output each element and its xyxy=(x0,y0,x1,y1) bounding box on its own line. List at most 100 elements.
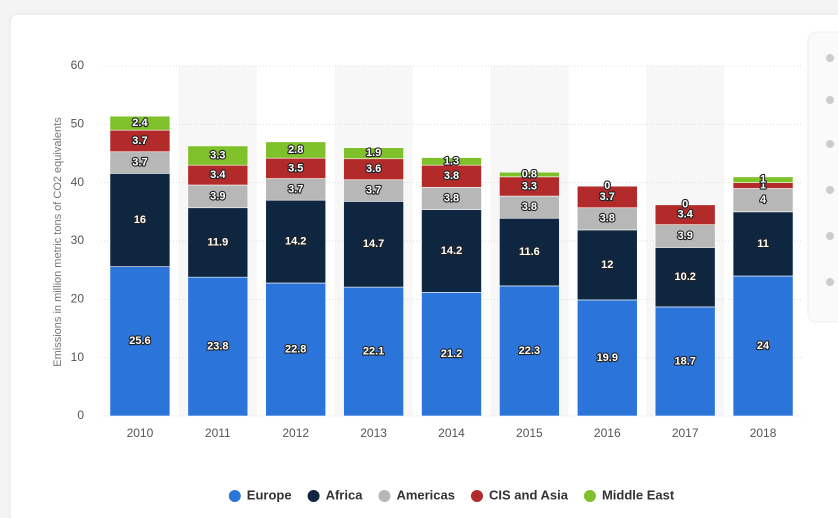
toolbar-bg xyxy=(807,31,838,323)
bar-segment xyxy=(732,176,794,183)
data-label: 10.2 xyxy=(674,271,695,283)
bar-segment xyxy=(732,211,794,277)
legend-label: Europe xyxy=(247,487,292,502)
bar-segment xyxy=(343,201,404,288)
data-label: 16 xyxy=(134,214,146,226)
bar-segment xyxy=(343,286,404,417)
data-label: 2.8 xyxy=(288,144,303,156)
tool-icon[interactable] xyxy=(826,186,834,194)
x-tick-label: 2017 xyxy=(672,426,699,440)
y-tick-label: 0 xyxy=(77,408,84,422)
data-label: 1 xyxy=(760,174,766,186)
data-label: 0 xyxy=(682,199,688,211)
bar-segment xyxy=(654,306,716,417)
bar-segment xyxy=(265,199,327,284)
data-label: 3.5 xyxy=(288,162,303,174)
x-tick-label: 2016 xyxy=(594,426,621,440)
data-label: 0.8 xyxy=(522,168,537,180)
legend-label: Africa xyxy=(326,487,364,502)
data-label: 21.2 xyxy=(441,348,462,360)
data-label: 3.7 xyxy=(366,184,381,196)
legend-marker xyxy=(228,490,241,502)
bar-segment xyxy=(499,217,560,287)
data-label: 12 xyxy=(601,259,613,271)
data-label: 11.6 xyxy=(519,246,540,258)
data-label: 14.7 xyxy=(363,238,384,250)
bar-segment xyxy=(654,204,716,225)
x-tick-label: 2018 xyxy=(750,426,777,440)
y-tick-label: 40 xyxy=(71,175,85,189)
data-label: 11 xyxy=(757,238,769,250)
data-label: 3.3 xyxy=(210,149,225,161)
x-tick-label: 2011 xyxy=(205,426,231,440)
data-label: 3.6 xyxy=(366,163,381,175)
data-label: 25.6 xyxy=(129,335,150,347)
data-label: 24 xyxy=(757,340,770,352)
data-label: 3.7 xyxy=(288,183,303,195)
data-label: 11.9 xyxy=(207,236,228,248)
bar-segment xyxy=(421,209,482,293)
y-tick-label: 20 xyxy=(71,292,85,306)
legend-marker xyxy=(470,490,483,502)
data-label: 1 xyxy=(760,179,766,191)
x-tick-label: 2010 xyxy=(127,426,154,440)
data-label: 18.7 xyxy=(674,355,695,367)
bar-segment xyxy=(421,157,482,166)
legend-label: CIS and Asia xyxy=(489,487,569,502)
x-tick-label: 2012 xyxy=(282,426,309,440)
data-label: 22.1 xyxy=(363,345,384,357)
data-label: 2.4 xyxy=(132,117,148,129)
data-label: 3.4 xyxy=(210,169,226,181)
data-label: 3.3 xyxy=(522,180,537,192)
bar-segment xyxy=(654,247,716,308)
tool-icon[interactable] xyxy=(826,278,834,286)
toolbar xyxy=(807,31,838,323)
x-tick-label: 2013 xyxy=(360,426,387,440)
data-label: 19.9 xyxy=(597,352,618,364)
data-label: 23.8 xyxy=(207,340,228,352)
data-label: 3.7 xyxy=(132,135,147,147)
bar-segment xyxy=(109,115,171,131)
data-label: 4 xyxy=(760,194,767,206)
y-axis-label: Emissions in million metric tons of CO2 … xyxy=(52,117,64,367)
bar-segment xyxy=(499,171,560,178)
x-tick-label: 2015 xyxy=(516,426,543,440)
data-label: 3.8 xyxy=(444,170,459,182)
bar-segment xyxy=(343,147,404,160)
data-label: 3.7 xyxy=(132,156,147,168)
tool-icon[interactable] xyxy=(826,140,834,148)
tool-icon[interactable] xyxy=(826,96,834,104)
bar-segment xyxy=(576,185,638,209)
tool-icon[interactable] xyxy=(826,54,834,62)
y-tick-label: 60 xyxy=(71,58,85,72)
data-label: 14.2 xyxy=(441,245,462,257)
legend-marker xyxy=(378,490,391,502)
data-label: 3.8 xyxy=(600,213,615,225)
tool-icon[interactable] xyxy=(826,232,834,240)
data-label: 14.2 xyxy=(285,235,306,247)
data-label: 1.3 xyxy=(444,155,459,167)
bar-segment xyxy=(499,285,560,417)
legend-marker xyxy=(583,490,596,502)
data-label: 3.4 xyxy=(678,209,694,221)
bar-segment xyxy=(109,266,171,417)
x-tick-label: 2014 xyxy=(438,426,465,440)
data-label: 3.9 xyxy=(210,190,225,202)
bar-segment xyxy=(576,299,638,417)
legend-label: Americas xyxy=(396,487,455,502)
data-label: 3.9 xyxy=(678,230,693,242)
data-label: 3.7 xyxy=(600,191,615,203)
data-label: 22.3 xyxy=(519,345,540,357)
y-tick-label: 10 xyxy=(71,350,85,364)
legend-label: Middle East xyxy=(602,487,675,502)
y-tick-label: 50 xyxy=(71,117,85,131)
bar-segment xyxy=(187,145,249,166)
data-label: 3.8 xyxy=(444,192,459,204)
bar-segment xyxy=(265,282,327,417)
data-label: 3.8 xyxy=(522,201,537,213)
bar-segment xyxy=(576,229,638,301)
bar-segment xyxy=(732,275,794,417)
legend-marker xyxy=(307,490,320,502)
data-label: 22.8 xyxy=(285,343,306,355)
